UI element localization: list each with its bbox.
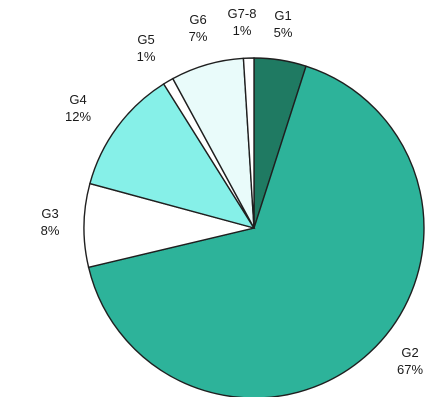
slice-percent: 12%: [65, 109, 91, 124]
slice-percent: 5%: [274, 25, 293, 40]
pie-slices: [83, 57, 425, 397]
slice-name: G4: [69, 92, 86, 107]
slice-label-g4: G4 12%: [65, 92, 91, 124]
slice-label-g2: G2 67%: [397, 345, 423, 377]
slice-percent: 8%: [41, 223, 60, 238]
slice-percent: 7%: [189, 29, 208, 44]
slice-name: G1: [274, 8, 291, 23]
pie-slice-g4: [89, 82, 256, 230]
slice-label-g3: G3 8%: [41, 206, 60, 238]
slice-name: G7-8: [228, 6, 257, 21]
pie-slice-g2: [87, 65, 425, 397]
slice-name: G6: [189, 12, 206, 27]
slice-label-g7-8: G7-8 1%: [228, 6, 257, 38]
pie-labels: G1 5%G2 67%G3 8%G4 12%G5 1%G6 7%G7-8 1%: [41, 6, 424, 377]
slice-label-g6: G6 7%: [189, 12, 208, 44]
pie-slice-g7-8: [242, 57, 255, 229]
slice-percent: 1%: [137, 49, 156, 64]
slice-name: G2: [401, 345, 418, 360]
slice-label-g1: G1 5%: [274, 8, 293, 40]
slice-percent: 67%: [397, 362, 423, 377]
slice-name: G5: [137, 32, 154, 47]
slice-name: G3: [41, 206, 58, 221]
slice-label-g5: G5 1%: [137, 32, 156, 64]
slice-percent: 1%: [233, 23, 252, 38]
